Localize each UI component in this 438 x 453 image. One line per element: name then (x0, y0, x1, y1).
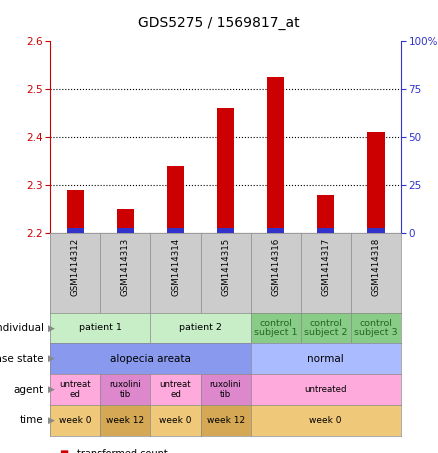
Text: week 0: week 0 (309, 416, 342, 425)
Text: GDS5275 / 1569817_at: GDS5275 / 1569817_at (138, 16, 300, 30)
Bar (67, 190, 84, 233)
Bar (267, 77, 284, 233)
Bar (167, 166, 184, 233)
Text: alopecia areata: alopecia areata (110, 354, 191, 364)
Bar (367, 227, 385, 233)
Text: patient 2: patient 2 (179, 323, 222, 333)
Text: individual: individual (0, 323, 44, 333)
Text: untreat
ed: untreat ed (60, 380, 91, 399)
Text: disease state: disease state (0, 354, 44, 364)
Bar (217, 108, 234, 233)
Text: ruxolini
tib: ruxolini tib (210, 380, 241, 399)
Bar (167, 227, 184, 233)
Text: ruxolini
tib: ruxolini tib (110, 380, 141, 399)
Text: week 0: week 0 (159, 416, 192, 425)
Text: ▶: ▶ (48, 354, 55, 363)
Text: GSM1414313: GSM1414313 (121, 237, 130, 295)
Text: normal: normal (307, 354, 344, 364)
Bar (267, 227, 284, 233)
Bar (317, 195, 335, 233)
Text: control
subject 3: control subject 3 (354, 318, 398, 337)
Text: GSM1414318: GSM1414318 (371, 237, 380, 295)
Text: week 12: week 12 (106, 416, 145, 425)
Text: time: time (20, 415, 44, 425)
Text: ■: ■ (59, 449, 68, 453)
Bar (217, 227, 234, 233)
Text: control
subject 2: control subject 2 (304, 318, 347, 337)
Bar (117, 227, 134, 233)
Text: transformed count: transformed count (77, 449, 167, 453)
Text: ▶: ▶ (48, 416, 55, 425)
Text: ▶: ▶ (48, 385, 55, 394)
Text: control
subject 1: control subject 1 (254, 318, 297, 337)
Text: GSM1414316: GSM1414316 (271, 237, 280, 295)
Text: GSM1414315: GSM1414315 (221, 237, 230, 295)
Bar (317, 227, 335, 233)
Text: week 0: week 0 (59, 416, 92, 425)
Bar (367, 132, 385, 233)
Text: GSM1414312: GSM1414312 (71, 237, 80, 295)
Text: patient 1: patient 1 (79, 323, 122, 333)
Text: GSM1414317: GSM1414317 (321, 237, 330, 295)
Text: ▶: ▶ (48, 323, 55, 333)
Bar (67, 227, 84, 233)
Text: untreated: untreated (304, 385, 347, 394)
Text: GSM1414314: GSM1414314 (171, 237, 180, 295)
Bar (117, 209, 134, 233)
Text: agent: agent (14, 385, 44, 395)
Text: untreat
ed: untreat ed (160, 380, 191, 399)
Text: week 12: week 12 (206, 416, 245, 425)
